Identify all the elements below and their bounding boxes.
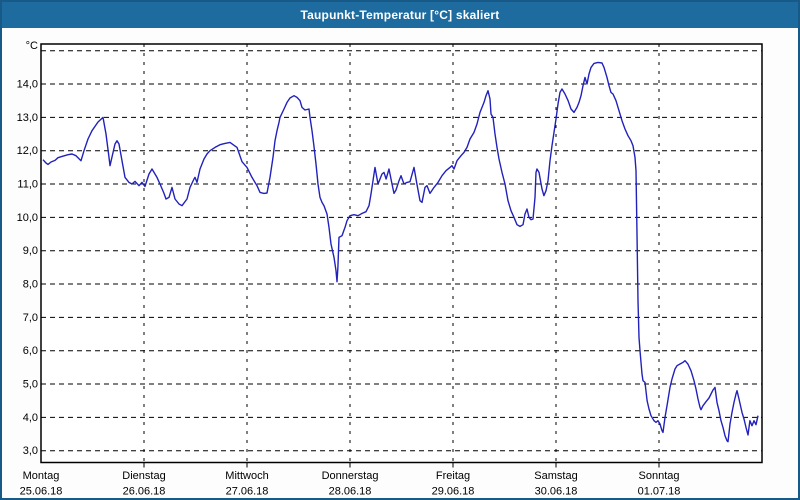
x-axis-day-label: Samstag — [534, 470, 577, 482]
y-axis-label: 8,0 — [23, 279, 38, 291]
y-axis-label: 5,0 — [23, 379, 38, 391]
x-axis-day-label: Donnerstag — [322, 470, 379, 482]
y-axis-label: 12,0 — [17, 145, 38, 157]
y-axis-label: 3,0 — [23, 445, 38, 457]
x-axis-labels: Montag 25.06.18 Dienstag 26.06.18 Mittwoch 27… — [20, 470, 681, 498]
vertical-gridlines — [143, 44, 660, 463]
x-axis-date-label: 27.06.18 — [226, 486, 269, 498]
x-axis-day-label: Sonntag — [639, 470, 680, 482]
x-axis-date-label: 01.07.18 — [638, 486, 681, 498]
y-axis-label: 4,0 — [23, 412, 38, 424]
y-axis-labels: 14,0 13,0 12,0 11,0 10,0 9,0 8,0 7,0 6,0 5,0 4,0 3,… — [17, 79, 38, 458]
horizontal-gridlines — [41, 50, 762, 452]
y-axis-label: 14,0 — [17, 79, 38, 91]
y-axis-label: 10,0 — [17, 212, 38, 224]
x-axis-day-label: Montag — [23, 470, 60, 482]
x-axis-day-label: Freitag — [436, 470, 470, 482]
y-axis-label: 13,0 — [17, 112, 38, 124]
x-axis-day-label: Mittwoch — [225, 470, 268, 482]
x-axis-date-label: 26.06.18 — [123, 486, 166, 498]
x-axis-date-label: 28.06.18 — [329, 486, 372, 498]
x-axis-date-label: 29.06.18 — [432, 486, 475, 498]
y-axis-label: 6,0 — [23, 345, 38, 357]
y-axis-label: 7,0 — [23, 312, 38, 324]
x-axis-date-label: 30.06.18 — [535, 486, 578, 498]
x-axis-day-label: Dienstag — [122, 470, 165, 482]
plot-border — [40, 43, 763, 464]
title-bar: Taupunkt-Temperatur [°C] skaliert — [2, 2, 798, 28]
y-axis-label: 9,0 — [23, 245, 38, 257]
x-axis-date-label: 25.06.18 — [20, 486, 63, 498]
y-axis-unit-label: °C — [26, 40, 38, 52]
x-axis-ticks — [143, 462, 660, 468]
plot-area — [41, 44, 762, 463]
chart-title: Taupunkt-Temperatur [°C] skaliert — [300, 8, 500, 22]
dew-point-line — [42, 61, 759, 443]
y-axis-label: 11,0 — [17, 179, 38, 191]
